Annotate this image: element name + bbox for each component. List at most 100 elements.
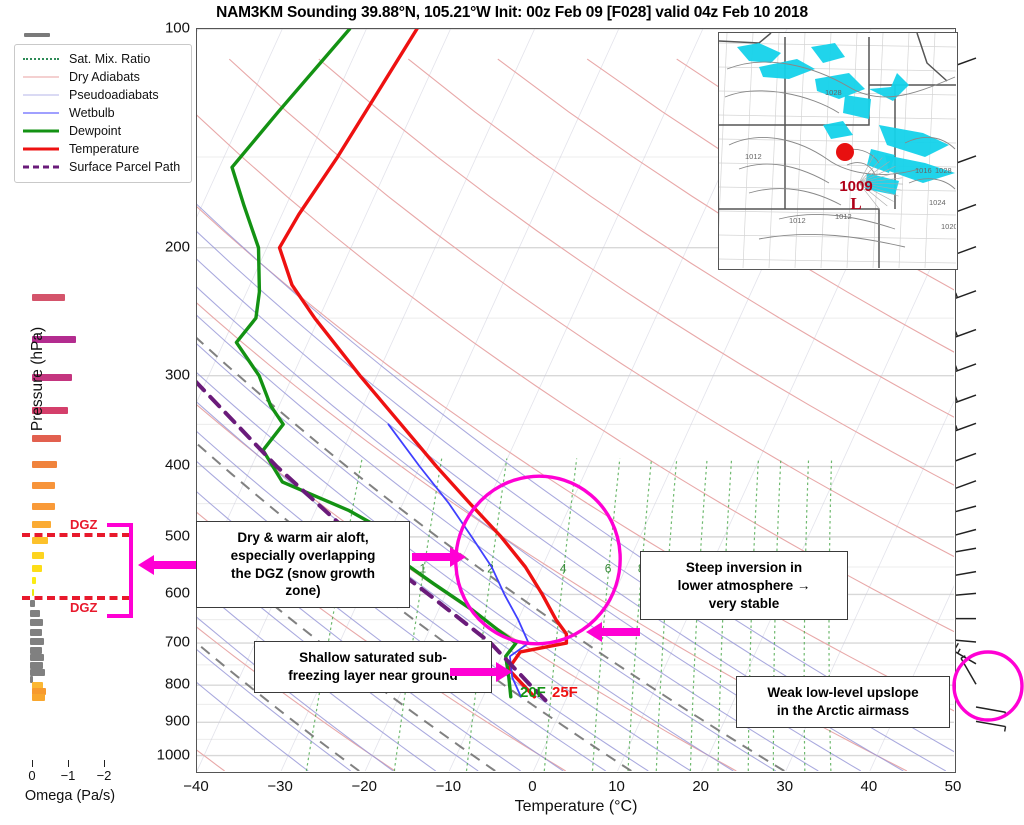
legend-row-dewpoint: Dewpoint — [21, 122, 185, 140]
omega-bar — [30, 619, 43, 627]
y-tick-400: 400 — [164, 456, 190, 474]
omega-bar — [30, 628, 42, 636]
wind-barb — [944, 328, 977, 341]
wind-barb — [944, 393, 977, 407]
wind-barb-column — [944, 20, 1024, 760]
legend-label-pseudoadiabats: Pseudoadiabats — [69, 88, 159, 102]
x-tick-10: 10 — [608, 778, 625, 795]
svg-text:1: 1 — [419, 561, 426, 575]
svg-text:1028: 1028 — [935, 166, 952, 175]
omega-tick — [32, 760, 33, 767]
x-axis-label: Temperature (°C) — [514, 798, 638, 815]
omega-bar — [30, 609, 41, 617]
page-title: NAM3KM Sounding 39.88°N, 105.21°W Init: … — [216, 4, 808, 21]
annotation-line: very stable — [708, 595, 780, 611]
omega-bar — [32, 460, 58, 468]
wind-barb — [944, 155, 977, 167]
legend-swatch-parcel-path — [21, 160, 61, 174]
wind-barb — [945, 585, 977, 597]
y-tick-900: 900 — [164, 712, 190, 730]
legend: Sat. Mix. Ratio Dry Adiabats Pseudoadiabat… — [14, 44, 192, 183]
low-pressure-value: 1009 — [839, 178, 872, 195]
x-tick-50: 50 — [944, 778, 962, 795]
y-tick-800: 800 — [164, 675, 190, 693]
annotation-line: freezing layer near ground — [288, 667, 458, 683]
surface-temperature-label: 25F — [552, 684, 578, 701]
x-tick-0: 0 — [528, 778, 537, 795]
omega-bar — [30, 646, 43, 654]
wind-barb — [944, 362, 977, 375]
wind-barb — [944, 422, 977, 435]
legend-label-dry-adiabats: Dry Adiabats — [69, 70, 140, 84]
wind-barb-svg — [944, 57, 1007, 732]
legend-row-parcel-path: Surface Parcel Path — [21, 158, 185, 176]
omega-panel — [0, 185, 140, 705]
x-tick-20: 20 — [692, 778, 709, 795]
dgz-overlay: DGZ DGZ — [0, 185, 196, 705]
annotation-line: Weak low-level upslope — [767, 685, 919, 700]
x-tick--10: −10 — [435, 778, 462, 795]
svg-text:1012: 1012 — [745, 152, 762, 161]
x-tick--30: −30 — [267, 778, 293, 795]
legend-label-wetbulb: Wetbulb — [69, 106, 115, 120]
wind-barb — [975, 706, 1007, 718]
omega-bar — [32, 374, 73, 382]
omega-bar — [32, 435, 62, 443]
legend-label-parcel-path: Surface Parcel Path — [69, 160, 181, 174]
dgz-bracket — [107, 523, 133, 618]
wind-barb — [944, 566, 977, 578]
sounding-location-marker — [836, 143, 854, 161]
annotation-dry-warm-aloft: Dry & warm air aloft, especially overlapp… — [196, 521, 410, 609]
omega-bar — [32, 537, 49, 545]
omega-tick-label: 0 — [28, 768, 36, 783]
svg-text:1012: 1012 — [835, 212, 852, 221]
wind-barb — [975, 720, 1007, 732]
wind-barb — [946, 607, 976, 620]
dgz-label-bottom: DGZ — [70, 599, 98, 615]
wind-barb — [944, 246, 977, 258]
svg-text:1024: 1024 — [929, 198, 946, 207]
wind-barb — [944, 526, 977, 538]
omega-tick — [104, 760, 105, 767]
legend-swatch-sat-mix-ratio — [21, 52, 61, 66]
y-tick-100: 100 — [164, 19, 190, 37]
y-tick-1000: 1000 — [156, 746, 190, 764]
annotation-line: in the Arctic airmass — [776, 702, 910, 718]
dgz-label-top: DGZ — [70, 517, 98, 533]
omega-bar — [32, 482, 56, 490]
omega-tick-label: −2 — [96, 768, 112, 783]
legend-row-sat-mix-ratio: Sat. Mix. Ratio — [21, 50, 185, 68]
omega-bar — [30, 669, 45, 677]
wind-barb — [949, 640, 977, 665]
legend-swatch-dewpoint — [21, 124, 61, 138]
y-tick-300: 300 — [164, 366, 190, 384]
omega-bar — [32, 335, 76, 343]
omega-bar — [32, 588, 34, 596]
wind-barb — [946, 628, 977, 643]
legend-label-sat-mix-ratio: Sat. Mix. Ratio — [69, 52, 151, 66]
svg-text:1016: 1016 — [915, 166, 932, 175]
low-pressure-symbol: L — [850, 194, 861, 213]
dgz-line-top — [22, 533, 130, 538]
wind-barb — [944, 480, 977, 492]
legend-row-pseudoadiabats: Pseudoadiabats — [21, 86, 185, 104]
omega-bar — [32, 577, 36, 585]
legend-swatch-temperature — [21, 142, 61, 156]
x-tick-30: 30 — [776, 778, 794, 795]
omega-bar — [32, 521, 52, 529]
omega-bar — [32, 565, 42, 573]
omega-bar — [32, 406, 68, 414]
omega-bar — [30, 654, 44, 662]
svg-text:1012: 1012 — [789, 216, 806, 225]
surface-dewpoint-label: 20F — [520, 684, 546, 701]
annotation-weak-upslope: Weak low-level upslope in the Arctic airm… — [736, 676, 950, 728]
legend-swatch-pseudoadiabats — [21, 88, 61, 102]
annotation-line: especially overlapping — [230, 547, 376, 563]
omega-bar — [32, 693, 45, 701]
y-axis-ticks: 100 200 300 400 500 600 700 800 900 1000 — [118, 20, 190, 773]
x-axis-ticks: −40 −30 −20 −10 0 10 20 30 40 50 — [183, 0, 961, 825]
legend-label-dewpoint: Dewpoint — [69, 124, 122, 138]
annotation-line: Shallow saturated sub- — [299, 650, 447, 665]
